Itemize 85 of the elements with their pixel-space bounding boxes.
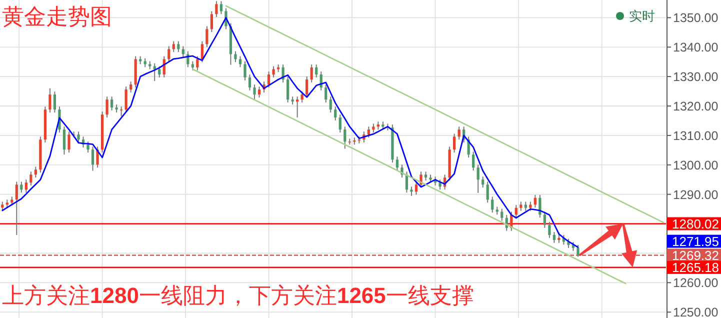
candlestick	[124, 86, 128, 113]
candlestick	[520, 201, 522, 212]
candlestick	[472, 151, 475, 171]
candlestick	[77, 131, 80, 144]
candlestick	[438, 179, 442, 190]
y-tick-label: 1300.00	[673, 158, 718, 172]
candlestick	[476, 164, 480, 194]
candlestick	[558, 232, 560, 244]
candlestick	[215, 0, 218, 18]
candlestick	[200, 40, 204, 63]
legend: 实时	[616, 8, 655, 24]
candlestick	[130, 81, 132, 93]
candlestick	[458, 126, 460, 140]
candlestick	[238, 56, 242, 68]
candlestick	[24, 179, 28, 194]
y-tick-label: 1340.00	[673, 40, 718, 55]
y-tick-label: 1350.00	[673, 11, 718, 26]
candlestick	[410, 186, 413, 196]
candlestick	[206, 26, 208, 48]
candlestick	[486, 181, 489, 204]
candlestick	[286, 76, 290, 103]
candlestick	[244, 60, 246, 81]
candlestick	[414, 181, 418, 196]
candlestick	[338, 114, 342, 133]
candlestick	[168, 46, 170, 63]
candlestick	[182, 46, 184, 58]
candlestick	[306, 76, 308, 98]
y-tick-label: 1330.00	[673, 70, 718, 84]
candlestick	[234, 50, 237, 63]
candlestick	[534, 194, 536, 208]
candlestick	[576, 244, 580, 258]
candlestick	[110, 96, 114, 111]
candlestick	[253, 84, 256, 101]
candlestick	[315, 64, 318, 78]
candlestick	[210, 10, 213, 33]
candlestick	[552, 232, 556, 244]
candlestick	[324, 84, 328, 103]
candlestick	[62, 126, 66, 156]
candlestick	[48, 88, 52, 113]
candlestick	[68, 131, 70, 154]
candlestick	[548, 222, 551, 238]
candlestick	[482, 176, 484, 188]
y-tick-label: 1320.00	[673, 100, 718, 114]
y-tick-label: 1310.00	[673, 128, 718, 143]
candlestick	[267, 71, 270, 88]
candlestick	[34, 166, 37, 178]
candlestick	[529, 201, 532, 212]
candlestick	[453, 133, 456, 154]
candlestick	[514, 204, 518, 218]
candlestick	[96, 146, 99, 168]
candlestick	[106, 96, 108, 118]
candlestick	[177, 40, 180, 53]
candlestick	[172, 40, 175, 53]
candlestick	[524, 201, 527, 212]
candlestick	[282, 64, 284, 83]
candlestick	[329, 96, 332, 113]
candlestick	[300, 91, 304, 103]
chart-title: 黄金走势图	[2, 4, 112, 29]
y-tick-label: 1250.00	[673, 306, 718, 318]
candlestick	[272, 66, 275, 78]
candlestick	[191, 60, 194, 71]
candlestick	[258, 86, 261, 98]
candlestick	[334, 106, 337, 121]
candlestick	[248, 74, 252, 91]
candlestick	[396, 156, 399, 171]
annotation: 上方关注1280一线阻力，下方关注1265一线支撑	[2, 283, 474, 308]
candlestick	[20, 181, 23, 194]
candlestick	[543, 211, 546, 228]
candlestick	[491, 196, 494, 214]
candlestick	[53, 91, 56, 113]
candlestick	[500, 208, 504, 222]
candlestick	[220, 0, 223, 15]
candlestick	[120, 106, 123, 117]
y-tick-label: 1290.00	[673, 188, 718, 202]
candlestick	[91, 146, 94, 172]
candlestick	[158, 66, 161, 78]
candlestick	[30, 171, 32, 186]
candlestick	[15, 181, 18, 236]
candlestick	[196, 56, 199, 71]
y-tick-label: 1260.00	[673, 276, 718, 290]
candlestick	[310, 64, 313, 83]
candlestick	[86, 141, 90, 154]
candlestick	[296, 96, 299, 118]
candlestick	[344, 126, 346, 150]
candlestick	[367, 126, 370, 138]
